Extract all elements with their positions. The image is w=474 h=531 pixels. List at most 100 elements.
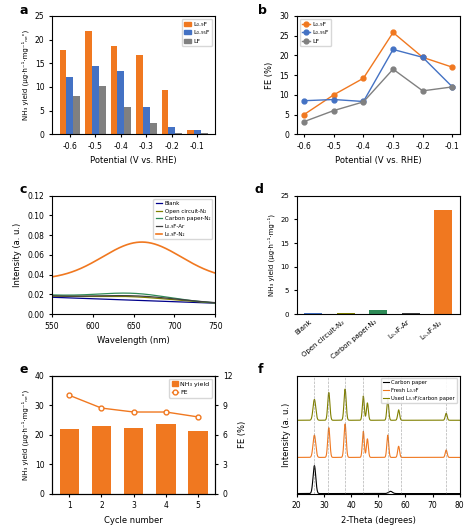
Bar xyxy=(337,313,355,314)
Y-axis label: FE (%): FE (%) xyxy=(265,62,274,89)
Line: Carbon paper: Carbon paper xyxy=(297,466,460,493)
Bar xyxy=(92,66,99,134)
Bar xyxy=(304,313,322,314)
L₀.₉F-Ar xyxy=(167,295,173,302)
Fresh L₀.₉F xyxy=(342,421,348,427)
Open circuit-N₂ xyxy=(152,295,157,301)
L₀.₉F-Ar xyxy=(114,293,119,299)
L₀.₉F xyxy=(331,92,337,98)
Used L₀.₉F/carbon paper xyxy=(452,417,458,423)
L₀.₉F-Ar xyxy=(69,293,74,299)
Carbon paper xyxy=(294,490,300,496)
Bar xyxy=(124,107,131,134)
Bar xyxy=(156,424,175,494)
X-axis label: Potential (V vs. RHE): Potential (V vs. RHE) xyxy=(91,157,177,166)
L₀.₉F-N₂ xyxy=(69,269,74,275)
Used L₀.₉F/carbon paper xyxy=(373,417,379,423)
L₀.₉₅F xyxy=(331,96,337,102)
L₀.₉F xyxy=(449,64,455,71)
Y-axis label: FE (%): FE (%) xyxy=(238,421,247,448)
X-axis label: Cycle number: Cycle number xyxy=(104,516,163,525)
Open circuit-N₂ xyxy=(212,299,218,306)
Y-axis label: Intensity (a. u.): Intensity (a. u.) xyxy=(13,223,22,287)
Carbon paper-N₂ xyxy=(168,295,174,301)
Line: L₀.₉F-Ar: L₀.₉F-Ar xyxy=(52,296,215,303)
Bar xyxy=(201,133,208,134)
Bar xyxy=(194,131,201,134)
Line: L₀.₉F-N₂: L₀.₉F-N₂ xyxy=(52,242,215,277)
LF xyxy=(301,118,307,125)
L₀.₉F xyxy=(390,29,396,36)
Text: c: c xyxy=(19,183,27,196)
Bar xyxy=(143,107,150,134)
Bar xyxy=(168,127,175,134)
Bar xyxy=(187,130,194,134)
Bar xyxy=(150,123,157,134)
Carbon paper xyxy=(311,463,317,469)
Carbon paper xyxy=(452,490,458,496)
Y-axis label: Intensity (a. u.): Intensity (a. u.) xyxy=(282,402,291,467)
L₀.₉₅F xyxy=(390,46,396,53)
Used L₀.₉F/carbon paper xyxy=(342,386,348,392)
LF xyxy=(420,88,426,94)
Open circuit-N₂ xyxy=(49,293,55,299)
Bar xyxy=(435,210,452,314)
L₀.₉₅F xyxy=(361,98,366,105)
L₀.₉F-N₂ xyxy=(139,239,145,245)
Open circuit-N₂ xyxy=(114,293,119,299)
Bar xyxy=(175,133,182,134)
LF xyxy=(390,66,396,72)
L₀.₉F-N₂ xyxy=(102,252,108,259)
LF xyxy=(449,84,455,90)
L₀.₉F-N₂ xyxy=(212,270,218,276)
Blank xyxy=(114,296,119,303)
Used L₀.₉F/carbon paper xyxy=(457,417,463,423)
L₀.₉F-N₂ xyxy=(167,247,173,254)
Carbon paper-N₂ xyxy=(114,290,119,296)
Open circuit-N₂ xyxy=(167,296,173,303)
L₀.₉F-Ar xyxy=(49,293,55,299)
L₀.₉₅F xyxy=(420,54,426,61)
Legend: Blank, Open circuit-N₂, Carbon paper-N₂, L₀.₉F-Ar, L₀.₉F-N₂: Blank, Open circuit-N₂, Carbon paper-N₂,… xyxy=(154,199,212,239)
Line: Blank: Blank xyxy=(52,297,215,303)
L₀.₉F-Ar xyxy=(212,299,218,306)
Bar xyxy=(369,310,387,314)
Legend: Carbon paper, Fresh L₀.₉F, Used L₀.₉F/carbon paper: Carbon paper, Fresh L₀.₉F, Used L₀.₉F/ca… xyxy=(381,378,457,402)
Blank xyxy=(152,298,157,304)
Blank xyxy=(49,294,55,301)
Bar xyxy=(92,426,111,494)
Line: L₀.₉₅F: L₀.₉₅F xyxy=(302,47,455,104)
Bar xyxy=(60,430,79,494)
Fresh L₀.₉F xyxy=(294,454,300,460)
Carbon paper-N₂ xyxy=(167,295,173,301)
Carbon paper xyxy=(369,490,374,496)
X-axis label: 2-Theta (degrees): 2-Theta (degrees) xyxy=(341,516,416,525)
L₀.₉₅F xyxy=(301,98,307,104)
L₀.₉F-N₂ xyxy=(168,248,174,254)
Y-axis label: NH₃ yield (μg·h⁻¹·mg⁻¹ₙₑᶜ): NH₃ yield (μg·h⁻¹·mg⁻¹ₙₑᶜ) xyxy=(22,390,29,480)
Y-axis label: NH₃ yield (μg·h⁻¹·mg⁻¹ₙₑᶜ): NH₃ yield (μg·h⁻¹·mg⁻¹ₙₑᶜ) xyxy=(22,30,29,120)
LF xyxy=(361,99,366,105)
Bar xyxy=(189,431,208,494)
Text: b: b xyxy=(257,4,266,16)
Blank xyxy=(212,300,218,306)
Bar xyxy=(66,78,73,134)
L₀.₉F-N₂ xyxy=(152,241,158,247)
L₀.₉F xyxy=(301,112,307,118)
Bar xyxy=(73,96,80,134)
L₀.₉F-N₂ xyxy=(114,246,119,252)
L₀.₉F-N₂ xyxy=(49,273,55,280)
Carbon paper-N₂ xyxy=(121,290,127,296)
Carbon paper-N₂ xyxy=(212,299,218,306)
Text: a: a xyxy=(19,4,28,16)
Fresh L₀.₉F xyxy=(452,454,458,460)
Legend: NH₃ yield, FE: NH₃ yield, FE xyxy=(169,379,212,398)
Text: f: f xyxy=(257,363,263,376)
Line: Used L₀.₉F/carbon paper: Used L₀.₉F/carbon paper xyxy=(297,389,460,420)
Legend: L₀.₉F, L₀.₉₅F, LF: L₀.₉F, L₀.₉₅F, LF xyxy=(300,19,331,46)
Y-axis label: NH₃ yield (μg·h⁻¹·mg⁻¹): NH₃ yield (μg·h⁻¹·mg⁻¹) xyxy=(267,214,274,296)
Text: d: d xyxy=(255,183,263,196)
Used L₀.₉F/carbon paper xyxy=(369,417,374,423)
L₀.₉₅F xyxy=(449,84,455,90)
Line: LF: LF xyxy=(302,67,455,124)
